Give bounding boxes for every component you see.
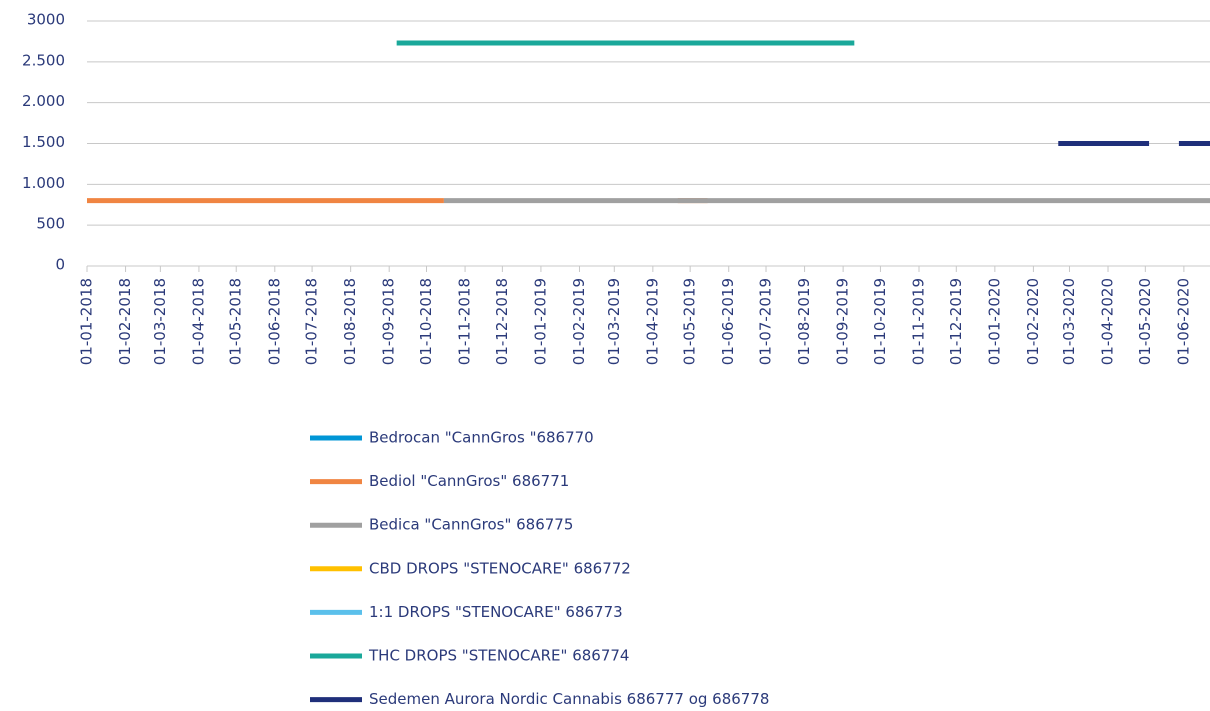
y-tick-label: 2.000 [22, 92, 65, 110]
x-tick-label: 01-12-2019 [947, 278, 965, 365]
x-tick-label: 01-09-2019 [834, 278, 852, 365]
x-tick-label: 01-07-2018 [303, 278, 321, 365]
y-tick-label: 3000 [27, 11, 65, 29]
x-tick-label: 01-06-2020 [1174, 278, 1192, 365]
x-tick-label: 01-04-2018 [189, 278, 207, 365]
x-tick-label: 01-02-2020 [1024, 278, 1042, 365]
y-tick-label: 500 [36, 215, 65, 233]
x-tick-label: 01-12-2018 [493, 278, 511, 365]
x-tick-label: 01-01-2020 [985, 278, 1003, 365]
legend-label: CBD DROPS "STENOCARE" 686772 [369, 559, 631, 577]
legend-label: 1:1 DROPS "STENOCARE" 686773 [369, 603, 623, 621]
x-tick-label: 01-11-2019 [909, 278, 927, 365]
y-tick-label: 2.500 [22, 51, 65, 69]
x-tick-label: 01-08-2019 [795, 278, 813, 365]
x-tick-label: 01-10-2019 [871, 278, 889, 365]
x-tick-label: 01-03-2018 [151, 278, 169, 365]
x-tick-label: 01-07-2019 [757, 278, 775, 365]
x-tick-label: 01-06-2018 [265, 278, 283, 365]
x-tick-label: 01-05-2019 [681, 278, 699, 365]
x-tick-label: 01-01-2019 [531, 278, 549, 365]
x-tick-label: 01-02-2018 [116, 278, 134, 365]
x-tick-label: 01-11-2018 [456, 278, 474, 365]
legend-label: Sedemen Aurora Nordic Cannabis 686777 og… [369, 690, 769, 708]
x-tick-label: 01-05-2020 [1136, 278, 1154, 365]
legend-label: Bediol "CannGros" 686771 [369, 472, 569, 490]
x-tick-label: 01-01-2018 [78, 278, 96, 365]
legend-label: Bedrocan "CannGros "686770 [369, 429, 594, 447]
y-tick-label: 1.500 [22, 133, 65, 151]
x-tick-label: 01-04-2020 [1099, 278, 1117, 365]
y-tick-label: 1.000 [22, 174, 65, 192]
legend-label: Bedica "CannGros" 686775 [369, 516, 573, 534]
y-tick-label: 0 [55, 256, 65, 274]
x-tick-label: 01-09-2018 [380, 278, 398, 365]
x-tick-label: 01-08-2018 [341, 278, 359, 365]
x-tick-label: 01-10-2018 [417, 278, 435, 365]
x-tick-label: 01-02-2019 [570, 278, 588, 365]
x-tick-label: 01-03-2020 [1060, 278, 1078, 365]
x-tick-label: 01-05-2018 [227, 278, 245, 365]
x-tick-label: 01-06-2019 [719, 278, 737, 365]
x-tick-label: 01-04-2019 [643, 278, 661, 365]
legend-label: THC DROPS "STENOCARE" 686774 [368, 647, 629, 665]
x-tick-label: 01-03-2019 [605, 278, 623, 365]
